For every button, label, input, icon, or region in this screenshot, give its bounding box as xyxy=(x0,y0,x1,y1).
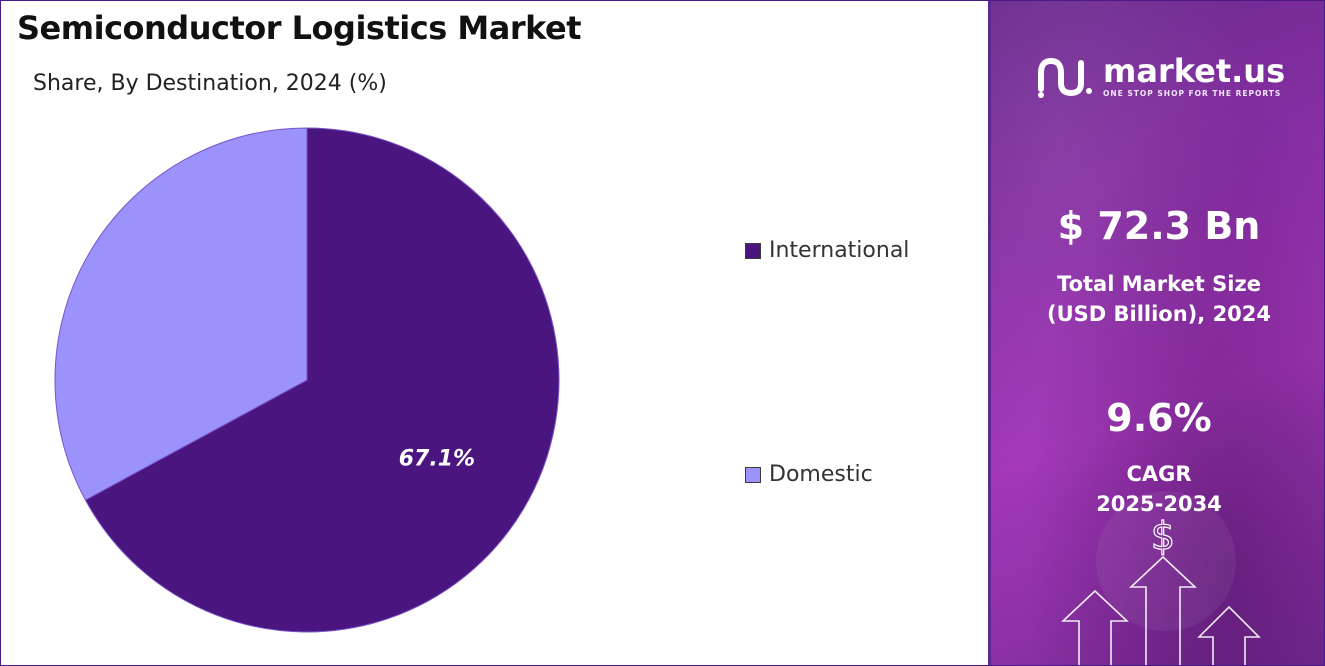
chart-panel: Semiconductor Logistics Market Share, By… xyxy=(1,1,988,665)
brand-logo: market.us ONE STOP SHOP FOR THE REPORTS xyxy=(1035,51,1285,101)
pie-chart: 67.1% xyxy=(54,127,560,633)
chart-title: Semiconductor Logistics Market xyxy=(17,9,582,47)
pie-slice-international xyxy=(84,127,560,633)
chart-subtitle: Share, By Destination, 2024 (%) xyxy=(33,71,387,96)
legend-label-international: International xyxy=(769,238,910,263)
market-size-label-line2: (USD Billion), 2024 xyxy=(1046,302,1272,326)
dollar-sign-icon: $ xyxy=(1151,514,1175,558)
stats-panel: $ market.us ONE STOP SHOP FOR THE REPORT… xyxy=(988,1,1324,665)
data-label-international: 67.1% xyxy=(399,446,475,471)
arrow-up-right-icon xyxy=(1197,605,1261,665)
pie-slice-domestic xyxy=(54,127,308,501)
legend-swatch-domestic xyxy=(745,466,761,483)
arrow-up-left-icon xyxy=(1060,589,1130,665)
legend-label-domestic: Domestic xyxy=(769,462,873,487)
market-size-label-line1: Total Market Size xyxy=(1057,272,1261,296)
brand-name: market.us xyxy=(1103,51,1286,90)
background-shade xyxy=(991,1,1324,665)
cagr-label-line1: CAGR xyxy=(1126,462,1192,486)
cagr-label-line2: 2025-2034 xyxy=(1096,492,1222,516)
cagr-value: 9.6% xyxy=(1106,396,1212,440)
legend-swatch-international xyxy=(745,242,761,259)
brand-tagline: ONE STOP SHOP FOR THE REPORTS xyxy=(1103,88,1282,98)
market-us-logo-icon xyxy=(1038,57,1092,98)
legend-item-domestic: Domestic xyxy=(745,462,873,487)
legend-item-international: International xyxy=(745,238,909,263)
coffee-cup-shape xyxy=(1096,491,1236,631)
arrow-up-middle-icon xyxy=(1128,555,1198,665)
brand-text: market.us ONE STOP SHOP FOR THE REPORTS xyxy=(1103,55,1285,98)
growth-arrows-illustration: $ xyxy=(1060,491,1261,665)
market-size-value: $ 72.3 Bn xyxy=(1057,204,1261,248)
